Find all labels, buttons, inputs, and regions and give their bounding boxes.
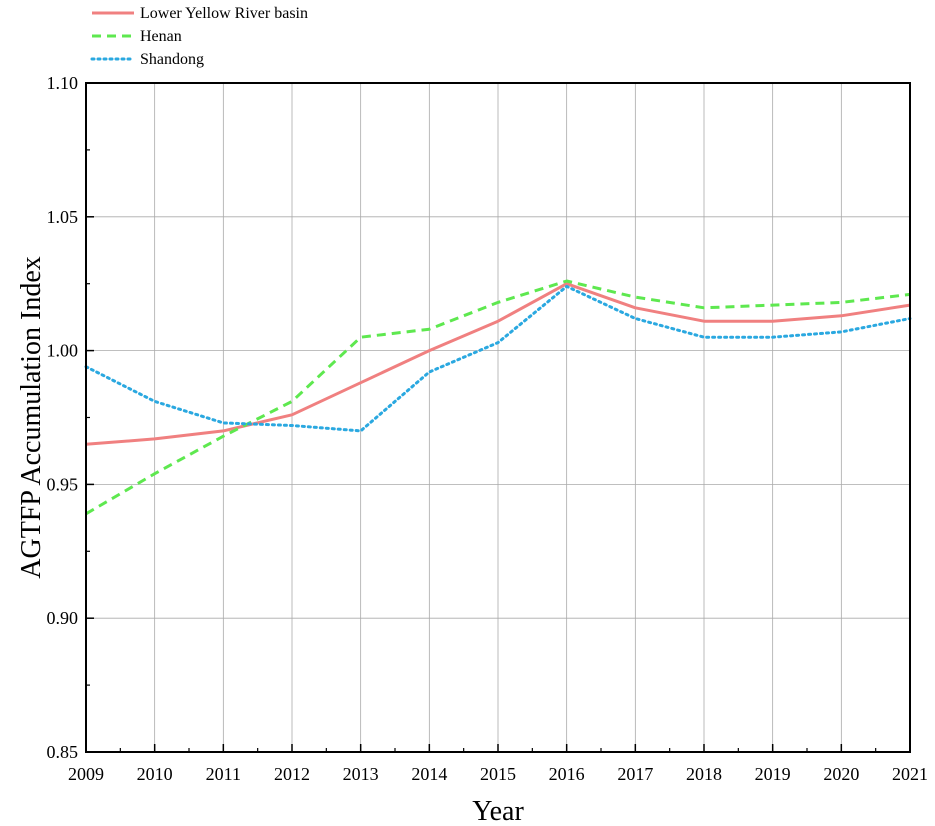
legend-label: Shandong xyxy=(140,51,204,68)
x-tick-label: 2009 xyxy=(68,764,104,784)
y-tick-label: 0.85 xyxy=(47,742,79,762)
x-tick-label: 2010 xyxy=(137,764,173,784)
x-tick-label: 2015 xyxy=(480,764,516,784)
grid-lines xyxy=(86,83,910,752)
x-tick-label: 2016 xyxy=(549,764,585,784)
x-tick-label: 2017 xyxy=(617,764,653,784)
y-tick-label: 1.00 xyxy=(47,341,79,361)
legend-label: Lower Yellow River basin xyxy=(140,5,308,22)
y-tick-labels: 0.85 0.90 0.95 1.00 1.05 1.10 xyxy=(47,73,79,762)
x-tick-label: 2012 xyxy=(274,764,310,784)
series-line-2 xyxy=(84,284,912,433)
x-tick-label: 2013 xyxy=(343,764,379,784)
y-tick-label: 1.10 xyxy=(47,73,79,93)
y-tick-label: 1.05 xyxy=(47,207,79,227)
legend-label: Henan xyxy=(140,28,182,45)
y-tick-label: 0.90 xyxy=(47,608,79,628)
series-lines xyxy=(84,279,912,516)
x-tick-label: 2014 xyxy=(411,764,447,784)
x-tick-label: 2021 xyxy=(892,764,928,784)
series-line-1 xyxy=(85,279,911,516)
series-line-0 xyxy=(85,282,911,446)
legend: Lower Yellow River basin Henan Shandong xyxy=(90,5,308,68)
axis-ticks xyxy=(85,82,911,753)
x-tick-label: 2020 xyxy=(823,764,859,784)
x-tick-label: 2018 xyxy=(686,764,722,784)
y-axis-title: AGTFP Accumulation Index xyxy=(16,256,47,578)
x-tick-label: 2019 xyxy=(755,764,791,784)
x-tick-label: 2011 xyxy=(206,764,241,784)
x-axis-title: Year xyxy=(472,796,524,826)
x-tick-labels: 2009 2010 2011 2012 2013 2014 2015 2016 2017 2018… xyxy=(68,764,928,784)
y-tick-label: 0.95 xyxy=(47,474,79,494)
